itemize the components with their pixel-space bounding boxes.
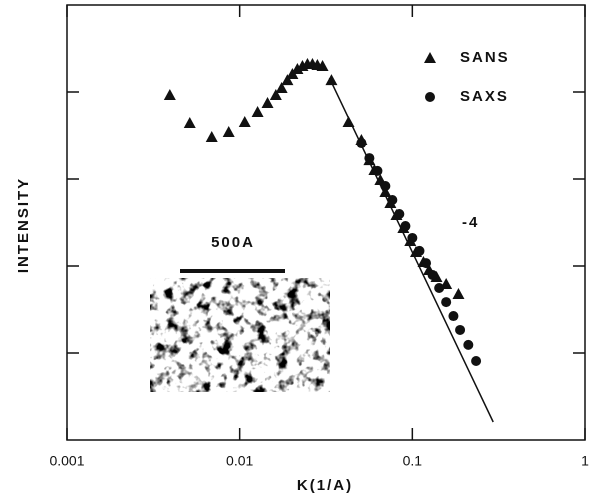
circle-point <box>421 258 432 269</box>
legend-label: SANS <box>460 49 510 66</box>
triangle-point <box>205 130 218 142</box>
circle-point <box>455 324 466 335</box>
x-tick-label: 1 <box>581 453 589 469</box>
circle-point <box>356 138 367 149</box>
triangle-point <box>163 88 176 100</box>
legend-marker <box>424 52 436 63</box>
triangle-point <box>275 82 288 94</box>
legend-marker <box>425 92 435 102</box>
circle-point <box>471 356 482 367</box>
y-axis-label: INTENSITY <box>15 177 32 273</box>
circle-point <box>414 245 425 256</box>
circle-point <box>364 153 375 164</box>
circle-point <box>448 311 459 322</box>
circle-point <box>427 270 438 281</box>
x-tick-label: 0.001 <box>49 453 84 469</box>
plot-frame <box>66 4 586 441</box>
triangle-point <box>269 88 282 100</box>
circle-point <box>387 194 398 205</box>
circle-point <box>400 221 411 232</box>
circle-point <box>394 209 405 220</box>
circle-point <box>463 339 474 350</box>
triangle-point <box>183 117 196 129</box>
triangle-point <box>281 74 294 86</box>
x-tick-label: 0.1 <box>403 453 423 469</box>
slope-annotation: -4 <box>462 214 479 231</box>
triangle-point <box>222 125 235 137</box>
legend-label: SAXS <box>460 88 509 105</box>
triangle-point <box>291 62 304 74</box>
triangle-point <box>316 59 329 71</box>
triangle-point <box>251 105 264 117</box>
triangle-point <box>342 116 355 128</box>
circle-point <box>434 282 445 293</box>
scale-label: 500A <box>211 234 255 251</box>
x-axis-label: K(1/A) <box>297 477 353 494</box>
inset-micrograph <box>150 278 330 392</box>
triangle-point <box>452 287 465 299</box>
x-tick-label: 0.01 <box>226 453 253 469</box>
circle-point <box>380 180 391 191</box>
triangle-point <box>325 74 338 86</box>
circle-point <box>372 165 383 176</box>
circle-point <box>407 232 418 243</box>
triangle-point <box>379 185 392 197</box>
triangle-point <box>261 96 274 108</box>
fit-line <box>328 77 494 423</box>
triangle-point <box>238 116 251 128</box>
circle-point <box>441 297 452 308</box>
